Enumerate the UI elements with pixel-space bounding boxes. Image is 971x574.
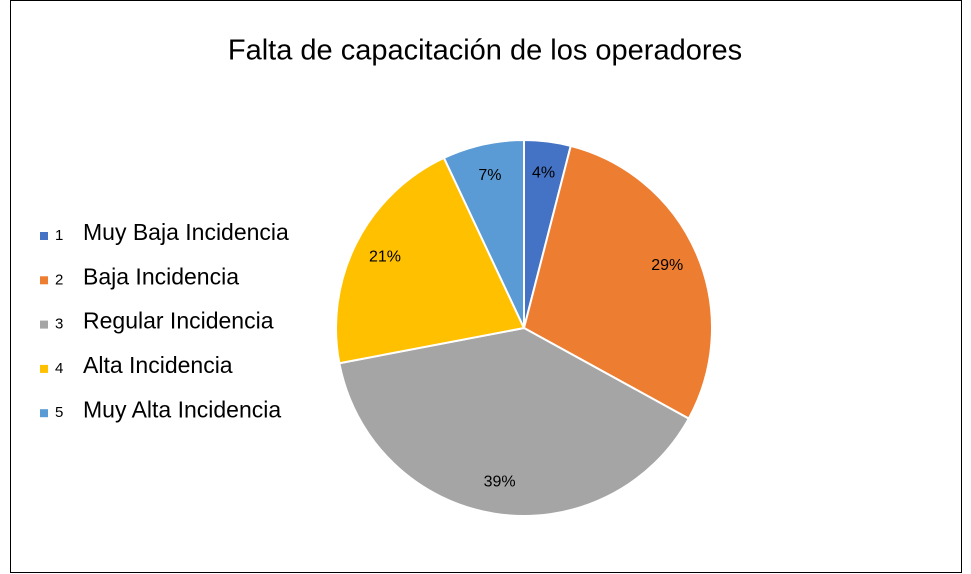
- pie-slice: [522, 144, 713, 420]
- legend-label: Alta Incidencia: [83, 352, 233, 378]
- data-label: 21%: [369, 248, 401, 265]
- legend-label: Muy Alta Incidencia: [83, 396, 281, 422]
- data-label: 7%: [478, 167, 501, 184]
- legend-number: 1: [55, 227, 63, 244]
- legend-label: Muy Baja Incidencia: [83, 219, 289, 245]
- legend-number: 2: [55, 271, 63, 288]
- legend-swatch: [40, 232, 48, 240]
- legend-swatch: [40, 320, 48, 329]
- legend-label: Baja Incidencia: [83, 263, 239, 289]
- data-label: 39%: [484, 473, 516, 490]
- pie-slice: [442, 138, 525, 329]
- legend-swatch: [40, 276, 48, 285]
- pie-slice: [338, 326, 691, 517]
- legend-number: 3: [55, 316, 63, 333]
- legend-number: 4: [55, 360, 63, 377]
- data-label: 29%: [651, 257, 683, 274]
- pie-slice: [335, 156, 526, 365]
- legend-label: Regular Incidencia: [83, 308, 274, 334]
- legend-swatch: [40, 409, 48, 418]
- legend-swatch: [40, 364, 48, 373]
- data-label: 4%: [532, 164, 555, 181]
- chart-title: Falta de capacitación de los operadores: [228, 35, 742, 67]
- legend-number: 5: [55, 404, 63, 421]
